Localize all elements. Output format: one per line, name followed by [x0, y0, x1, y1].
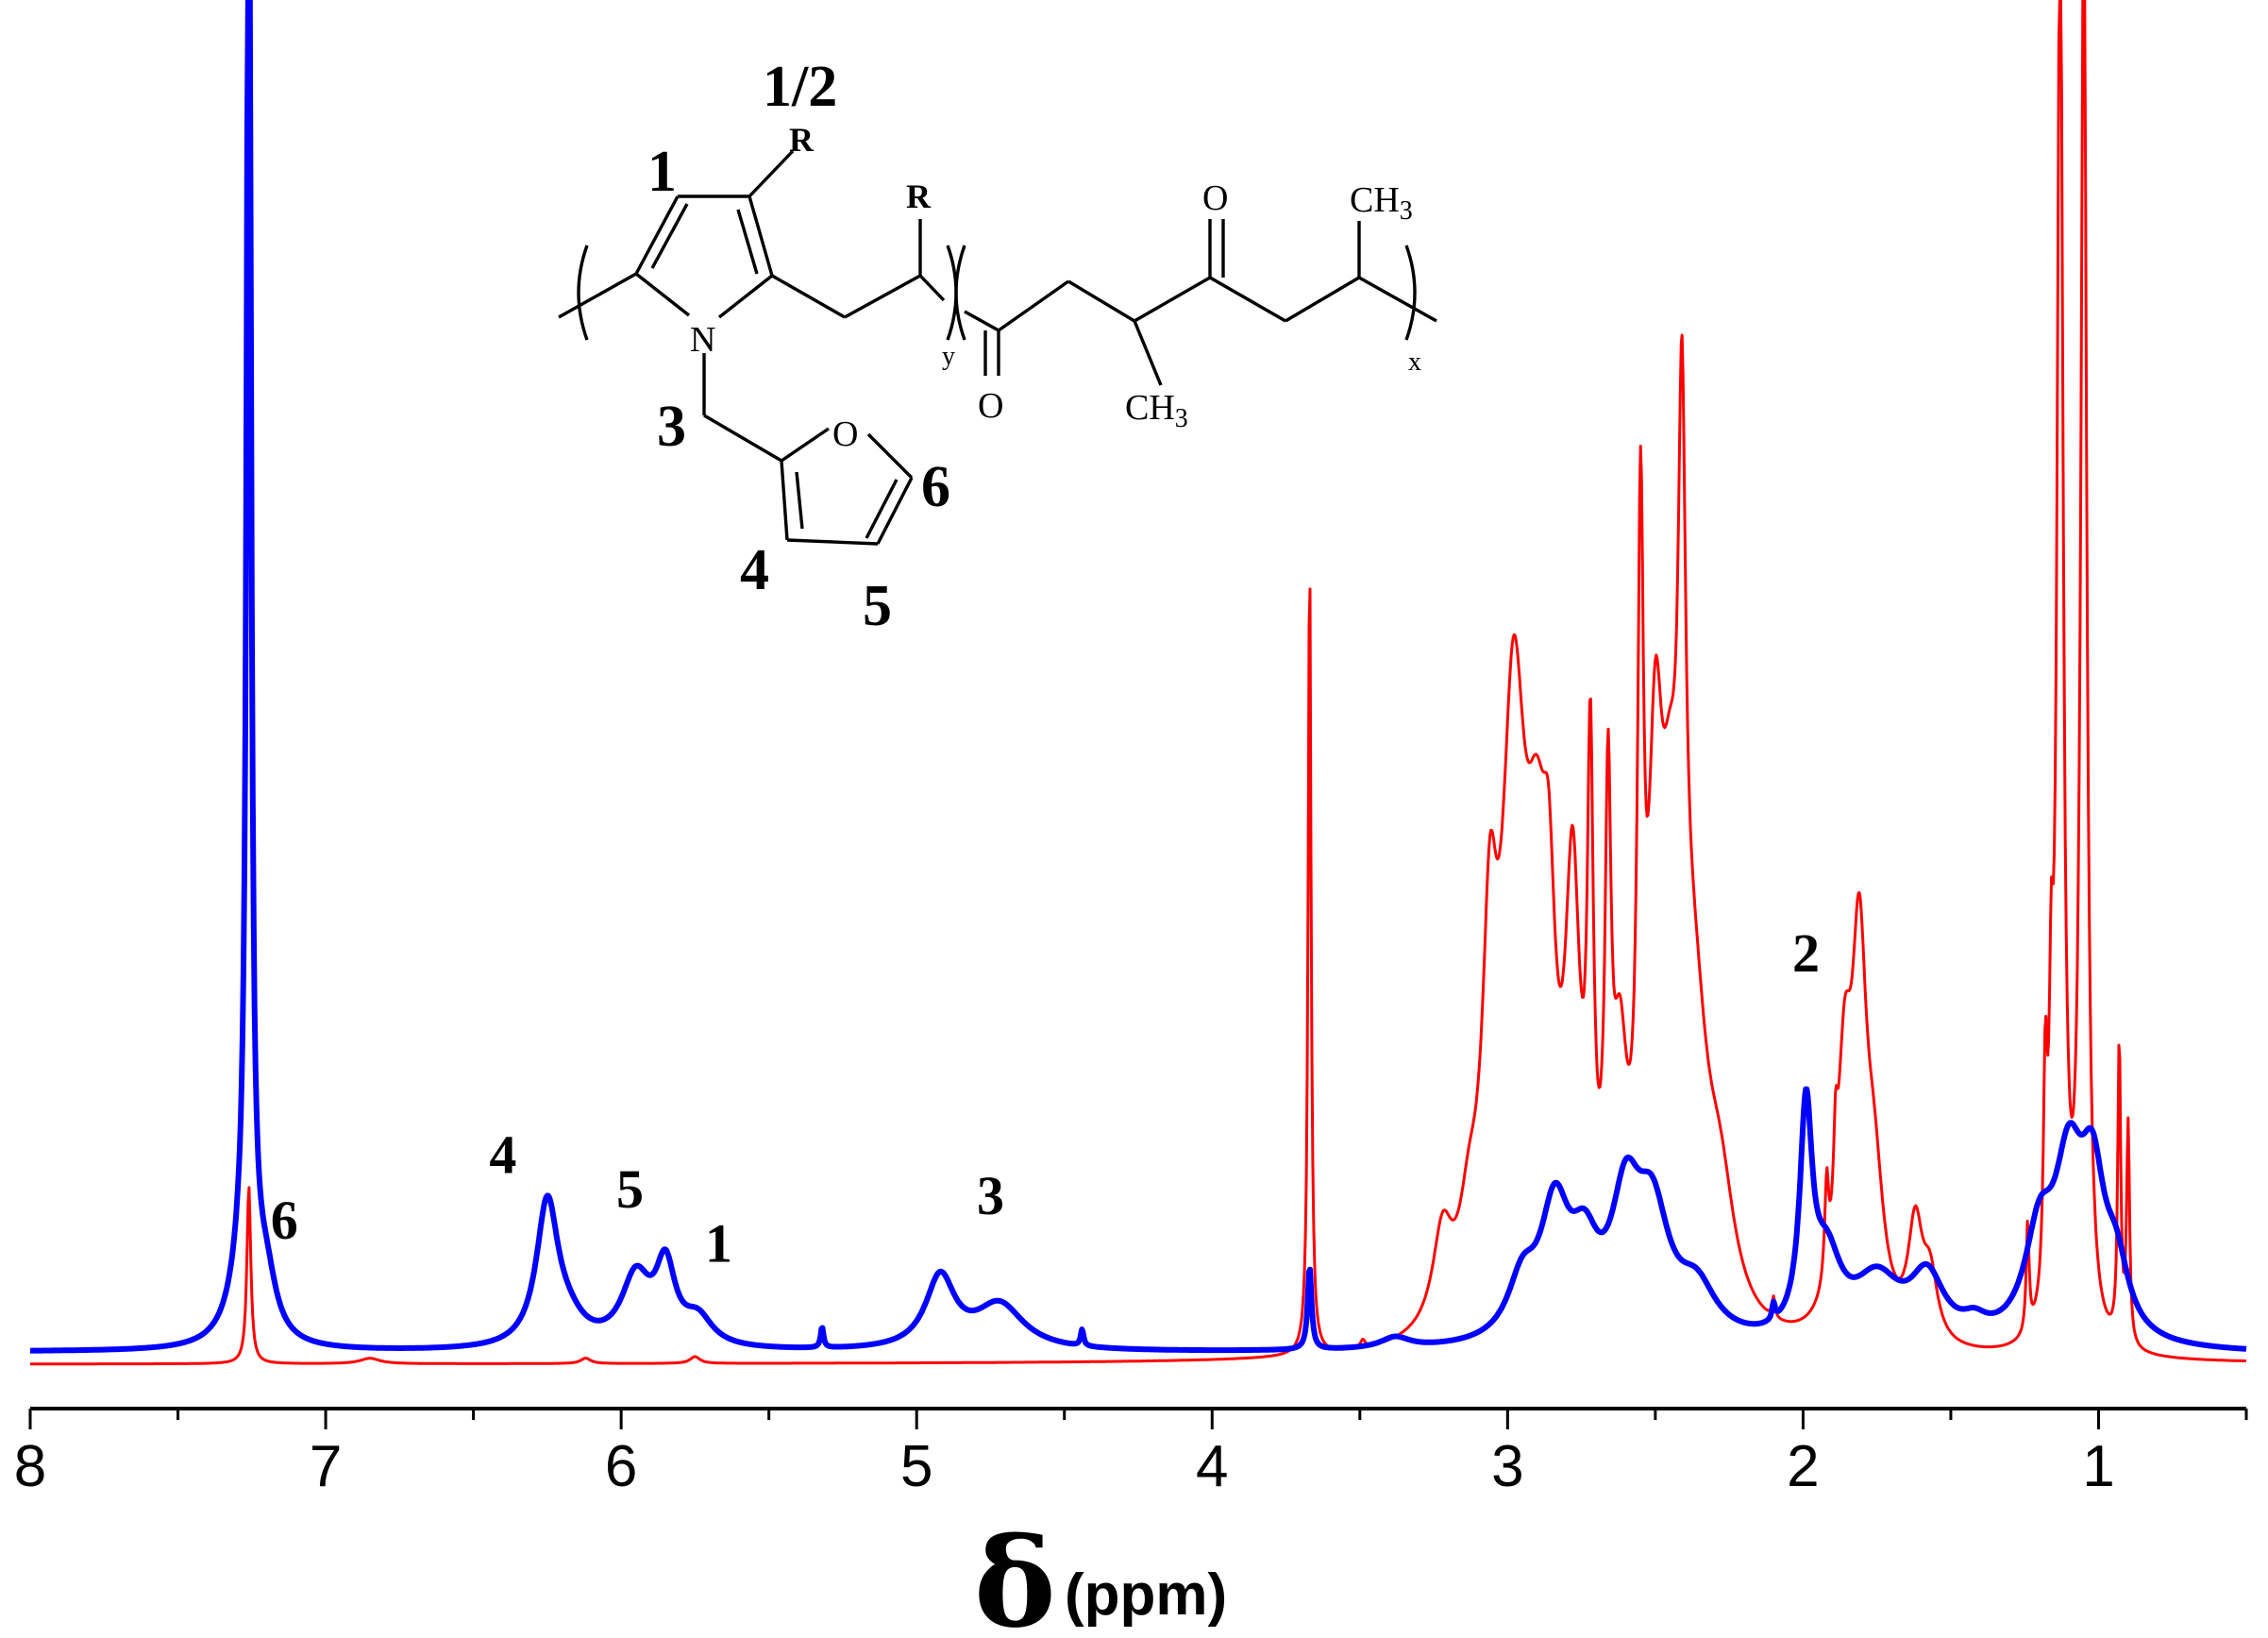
- bracket-x-right: [1404, 245, 1417, 341]
- chain-bond: [1209, 276, 1286, 323]
- peak-label: 6: [271, 1190, 298, 1251]
- methyl-bond: [1133, 320, 1163, 386]
- bond-R-ring: [748, 149, 795, 198]
- subscript-x: x: [1408, 347, 1421, 377]
- chain-bond: [964, 310, 1000, 332]
- peak-label: 1: [705, 1213, 732, 1275]
- x-tick-label: 3: [1491, 1434, 1523, 1499]
- x-axis: 8 7 6 5 4 3 2 1: [14, 1407, 2248, 1499]
- structure-labels: N O O O R R CH3 CH3 y x 1/2 1 3 4 5 6: [647, 55, 1421, 638]
- furan-bond-double: [795, 471, 804, 530]
- chemical-structure: [558, 149, 1437, 546]
- pyrrole-bond: [717, 274, 774, 319]
- spectrum-series-1: [29, 0, 2247, 1366]
- pyrrole-bond: [748, 195, 774, 277]
- ch2-furan-bond: [703, 414, 782, 463]
- furan-bond: [866, 432, 914, 480]
- furan-bond-double: [865, 479, 899, 539]
- furan-bond: [780, 460, 789, 541]
- structure-label-5: 5: [863, 574, 892, 638]
- peak-label: 4: [489, 1124, 516, 1186]
- pyrrole-bond-double: [736, 209, 759, 275]
- atom-o-carbonyl-left: O: [978, 386, 1003, 426]
- peak-label: 5: [616, 1158, 644, 1220]
- bracket-y-left: [577, 245, 589, 341]
- x-tick-label: 4: [1196, 1434, 1228, 1499]
- atom-n: N: [690, 320, 715, 360]
- structure-label-6: 6: [921, 455, 950, 519]
- pyrrole-bond: [634, 272, 691, 317]
- label-r-chain: R: [906, 177, 932, 215]
- chain-bond: [1067, 279, 1135, 323]
- chain-bond: [844, 274, 921, 319]
- chain-bond: [1358, 276, 1437, 323]
- atom-o-carbonyl-right: O: [1202, 178, 1228, 218]
- subscript-y: y: [942, 342, 955, 371]
- peak-label: 2: [1792, 922, 1820, 984]
- x-tick-label: 1: [2082, 1434, 2114, 1499]
- structure-label-3: 3: [657, 395, 686, 459]
- peak-labels: 6 4 51 3 2: [271, 922, 1820, 1275]
- structure-label-1-2: 1/2: [763, 55, 837, 119]
- structure-label-1: 1: [647, 140, 677, 204]
- bond-left-end: [558, 272, 637, 319]
- x-tick-label: 2: [1787, 1434, 1819, 1499]
- atom-o-furan: O: [832, 414, 858, 454]
- x-axis-label-symbol: δ: [974, 1511, 1056, 1638]
- spectrum-series-2: [28, 0, 2248, 1354]
- chain-bond: [998, 279, 1069, 332]
- x-tick-label: 6: [605, 1434, 637, 1499]
- pyrrole-bond-double: [650, 203, 689, 269]
- x-tick-label: 8: [14, 1434, 46, 1499]
- peak-label: 3: [977, 1165, 1004, 1226]
- x-axis-label-unit: (ppm): [1065, 1562, 1227, 1628]
- label-ch3-bottom: CH3: [1125, 388, 1188, 433]
- chain-bond: [1134, 276, 1211, 323]
- chain-bond: [771, 274, 846, 319]
- x-tick-label: 5: [900, 1434, 932, 1499]
- chain-bond: [1285, 276, 1360, 323]
- bracket-x-left: [954, 245, 966, 341]
- furan-bond: [876, 477, 914, 545]
- x-tick-label: 7: [310, 1434, 342, 1499]
- chain-bond: [918, 274, 946, 302]
- label-r-ring: R: [789, 121, 815, 159]
- furan-bond: [781, 427, 830, 463]
- furan-bond: [786, 538, 879, 546]
- label-ch3-top: CH3: [1350, 180, 1413, 226]
- spectra: [28, 0, 2248, 1366]
- structure-label-4: 4: [740, 538, 769, 602]
- pyrrole-bond: [634, 195, 680, 275]
